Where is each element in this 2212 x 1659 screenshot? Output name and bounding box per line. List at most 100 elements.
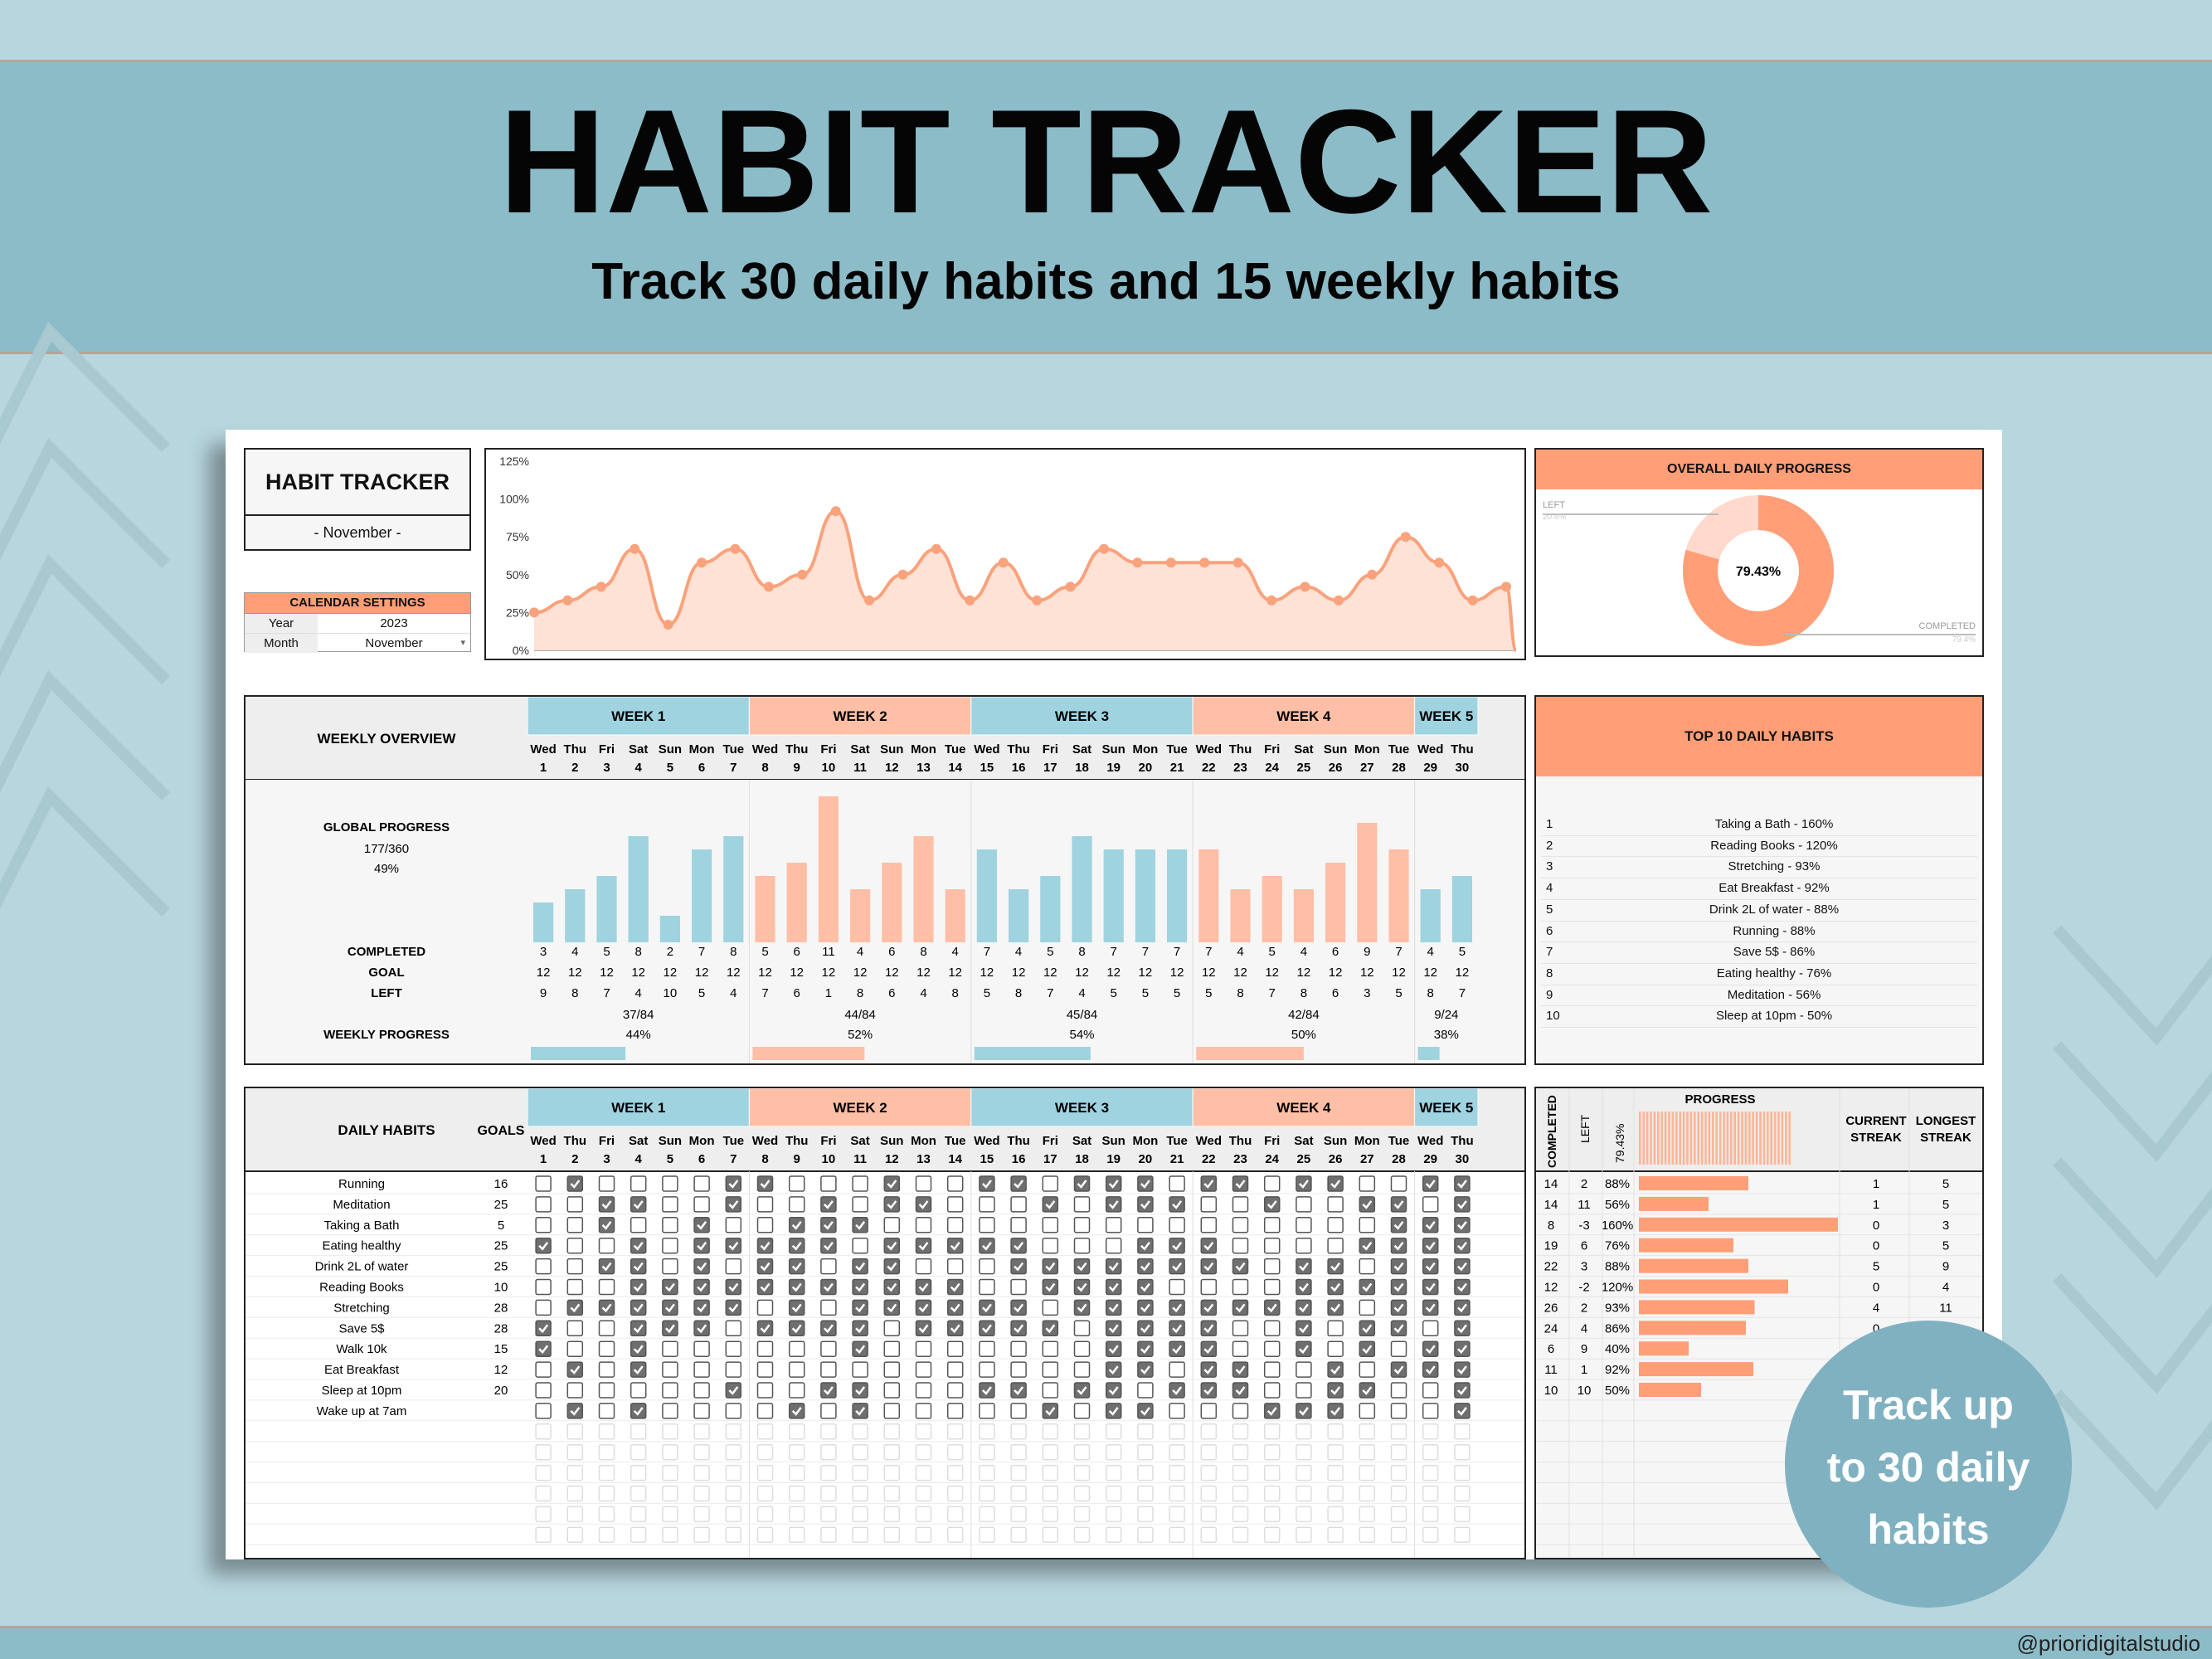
habit-checkbox[interactable] — [915, 1340, 932, 1357]
habit-checkbox[interactable] — [1359, 1258, 1376, 1275]
habit-checkbox[interactable] — [725, 1464, 742, 1481]
habit-checkbox[interactable] — [693, 1443, 710, 1461]
habit-checkbox[interactable] — [756, 1217, 774, 1233]
habit-checkbox[interactable] — [788, 1423, 805, 1440]
habit-checkbox[interactable] — [1073, 1382, 1091, 1399]
habit-checkbox[interactable] — [630, 1258, 647, 1275]
habit-checkbox[interactable] — [1169, 1506, 1185, 1523]
habit-checkbox[interactable] — [1422, 1237, 1439, 1254]
habit-checkbox[interactable] — [1137, 1443, 1154, 1461]
habit-checkbox[interactable] — [1359, 1299, 1376, 1316]
habit-checkbox[interactable] — [725, 1217, 742, 1233]
habit-checkbox[interactable] — [1105, 1361, 1122, 1378]
habit-checkbox[interactable] — [756, 1237, 774, 1254]
habit-checkbox[interactable] — [598, 1423, 615, 1440]
habit-checkbox[interactable] — [946, 1217, 964, 1233]
habit-checkbox[interactable] — [979, 1320, 995, 1337]
habit-checkbox[interactable] — [1296, 1217, 1312, 1233]
habit-checkbox[interactable] — [756, 1196, 774, 1213]
habit-checkbox[interactable] — [1232, 1175, 1249, 1192]
habit-checkbox[interactable] — [852, 1526, 868, 1544]
habit-checkbox[interactable] — [820, 1423, 837, 1440]
habit-checkbox[interactable] — [1296, 1320, 1312, 1337]
habit-checkbox[interactable] — [598, 1403, 615, 1419]
habit-checkbox[interactable] — [1232, 1423, 1249, 1440]
habit-checkbox[interactable] — [1137, 1258, 1154, 1275]
habit-checkbox[interactable] — [1390, 1443, 1407, 1461]
habit-checkbox[interactable] — [1137, 1506, 1154, 1523]
habit-checkbox[interactable] — [1422, 1423, 1439, 1440]
habit-checkbox[interactable] — [1422, 1278, 1439, 1296]
habit-checkbox[interactable] — [946, 1423, 964, 1440]
habit-checkbox[interactable] — [915, 1526, 932, 1544]
habit-checkbox[interactable] — [1327, 1423, 1344, 1440]
habit-checkbox[interactable] — [1105, 1506, 1122, 1523]
habit-checkbox[interactable] — [852, 1464, 868, 1481]
habit-checkbox[interactable] — [1073, 1258, 1091, 1275]
habit-checkbox[interactable] — [883, 1217, 901, 1233]
habit-checkbox[interactable] — [1200, 1443, 1218, 1461]
habit-checkbox[interactable] — [979, 1299, 995, 1316]
habit-checkbox[interactable] — [1010, 1403, 1027, 1419]
habit-checkbox[interactable] — [725, 1506, 742, 1523]
habit-checkbox[interactable] — [1010, 1361, 1027, 1378]
habit-checkbox[interactable] — [1327, 1196, 1344, 1213]
habit-checkbox[interactable] — [756, 1526, 774, 1544]
habit-checkbox[interactable] — [946, 1299, 964, 1316]
habit-checkbox[interactable] — [630, 1278, 647, 1296]
habit-checkbox[interactable] — [1042, 1278, 1059, 1296]
habit-checkbox[interactable] — [1105, 1217, 1122, 1233]
habit-checkbox[interactable] — [725, 1485, 742, 1502]
habit-checkbox[interactable] — [1073, 1485, 1091, 1502]
habit-checkbox[interactable] — [1169, 1464, 1185, 1481]
habit-checkbox[interactable] — [1327, 1320, 1344, 1337]
habit-checkbox[interactable] — [788, 1485, 805, 1502]
habit-checkbox[interactable] — [820, 1361, 837, 1378]
habit-checkbox[interactable] — [915, 1217, 932, 1233]
habit-checkbox[interactable] — [979, 1278, 995, 1296]
habit-checkbox[interactable] — [566, 1299, 584, 1316]
habit-checkbox[interactable] — [566, 1382, 584, 1399]
habit-checkbox[interactable] — [1390, 1403, 1407, 1419]
habit-checkbox[interactable] — [662, 1299, 678, 1316]
habit-checkbox[interactable] — [1010, 1217, 1027, 1233]
habit-checkbox[interactable] — [1105, 1382, 1122, 1399]
habit-checkbox[interactable] — [693, 1382, 710, 1399]
habit-checkbox[interactable] — [979, 1464, 995, 1481]
habit-checkbox[interactable] — [693, 1423, 710, 1440]
habit-checkbox[interactable] — [1359, 1506, 1376, 1523]
habit-checkbox[interactable] — [756, 1278, 774, 1296]
habit-checkbox[interactable] — [883, 1464, 901, 1481]
habit-checkbox[interactable] — [1200, 1217, 1218, 1233]
habit-checkbox[interactable] — [1042, 1485, 1059, 1502]
habit-checkbox[interactable] — [756, 1361, 774, 1378]
habit-checkbox[interactable] — [1105, 1485, 1122, 1502]
habit-checkbox[interactable] — [1042, 1299, 1059, 1316]
habit-checkbox[interactable] — [1327, 1237, 1344, 1254]
habit-checkbox[interactable] — [820, 1382, 837, 1399]
habit-checkbox[interactable] — [1105, 1464, 1122, 1481]
habit-checkbox[interactable] — [946, 1175, 964, 1192]
habit-checkbox[interactable] — [1010, 1485, 1027, 1502]
habit-checkbox[interactable] — [1263, 1217, 1281, 1233]
habit-checkbox[interactable] — [1390, 1506, 1407, 1523]
habit-checkbox[interactable] — [1200, 1278, 1218, 1296]
habit-checkbox[interactable] — [820, 1526, 837, 1544]
habit-checkbox[interactable] — [788, 1506, 805, 1523]
habit-checkbox[interactable] — [1232, 1299, 1249, 1316]
habit-checkbox[interactable] — [693, 1403, 710, 1419]
habit-checkbox[interactable] — [725, 1299, 742, 1316]
habit-checkbox[interactable] — [1073, 1299, 1091, 1316]
habit-checkbox[interactable] — [820, 1237, 837, 1254]
habit-checkbox[interactable] — [1073, 1361, 1091, 1378]
habit-checkbox[interactable] — [820, 1485, 837, 1502]
habit-checkbox[interactable] — [1137, 1464, 1154, 1481]
habit-checkbox[interactable] — [915, 1320, 932, 1337]
habit-checkbox[interactable] — [756, 1175, 774, 1192]
habit-checkbox[interactable] — [1454, 1299, 1471, 1316]
habit-checkbox[interactable] — [630, 1526, 647, 1544]
habit-checkbox[interactable] — [725, 1258, 742, 1275]
habit-checkbox[interactable] — [535, 1258, 552, 1275]
habit-checkbox[interactable] — [1232, 1361, 1249, 1378]
habit-checkbox[interactable] — [1105, 1237, 1122, 1254]
